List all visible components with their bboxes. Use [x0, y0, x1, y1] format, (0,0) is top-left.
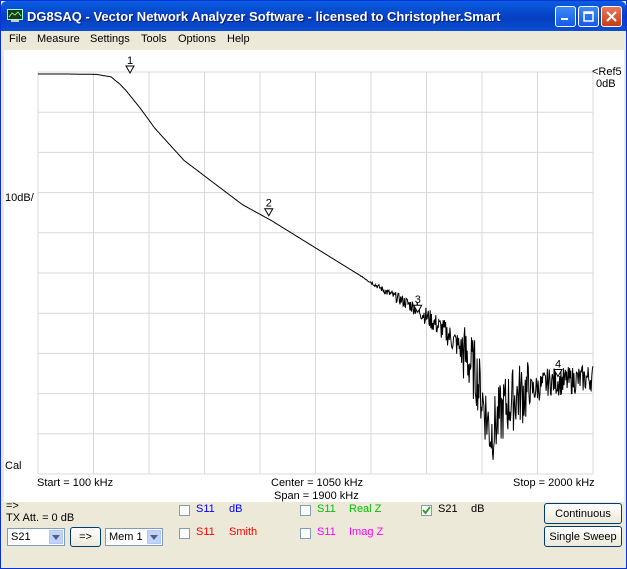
start-frequency: Start = 100 kHz: [37, 477, 114, 489]
s11-db-param: S11: [196, 503, 215, 515]
cal-label: Cal: [5, 460, 22, 472]
trace-select[interactable]: S21: [7, 528, 65, 546]
s11-realz-param: S11: [317, 503, 336, 515]
ref-label: <Ref5: [592, 66, 622, 78]
marker-label: 2: [266, 198, 272, 210]
s11-imagz-param: S11: [317, 526, 336, 538]
s11-db-checkbox[interactable]: [179, 505, 190, 516]
s11-smith-type: Smith: [229, 526, 258, 538]
minimize-button[interactable]: [555, 6, 576, 27]
span-frequency: Span = 1900 kHz: [274, 490, 359, 502]
window-title: DG8SAQ - Vector Network Analyzer Softwar…: [27, 9, 501, 24]
trace-s21: [38, 73, 594, 460]
tx-attenuation: TX Att. = 0 dB: [6, 512, 75, 524]
menu-options[interactable]: Options: [178, 33, 216, 45]
memory-select-value: Mem 1: [109, 531, 143, 543]
close-icon: [606, 11, 617, 22]
menu-tools[interactable]: Tools: [141, 33, 167, 45]
marker-triangle: [263, 208, 274, 217]
s21-db-type: dB: [471, 503, 485, 515]
marker-label: 3: [415, 294, 421, 306]
memory-select[interactable]: Mem 1: [105, 528, 163, 546]
minimize-icon: [561, 18, 568, 20]
s11-smith-checkbox[interactable]: [179, 528, 190, 539]
vna-app-icon: [7, 9, 23, 22]
menu-bar: File Measure Settings Tools Options Help: [1, 31, 626, 50]
title-bar[interactable]: DG8SAQ - Vector Network Analyzer Softwar…: [1, 1, 626, 31]
ref-value: 0dB: [596, 78, 616, 90]
marker-triangle: [553, 369, 563, 378]
marker-label: 4: [555, 359, 561, 371]
chevron-down-icon: [147, 530, 161, 544]
maximize-button[interactable]: [578, 6, 599, 27]
maximize-icon: [583, 11, 594, 22]
stop-frequency: Stop = 2000 kHz: [513, 477, 595, 489]
trace-select-value: S21: [11, 531, 31, 543]
single-sweep-button[interactable]: Single Sweep: [544, 526, 622, 547]
menu-measure[interactable]: Measure: [37, 33, 80, 45]
marker-triangle: [125, 65, 135, 75]
arrow-indicator: =>: [6, 500, 19, 512]
s11-db-type: dB: [229, 503, 243, 515]
scale-label: 10dB/: [5, 192, 34, 204]
marker-label: 1: [127, 55, 133, 67]
s11-realz-type: Real Z: [349, 503, 382, 515]
trace-chart: 1 2 3 4: [37, 55, 594, 475]
menu-file[interactable]: File: [9, 33, 27, 45]
chevron-down-icon: [49, 530, 63, 544]
marker-triangle: [412, 304, 423, 314]
s11-realz-checkbox[interactable]: [300, 505, 311, 516]
s11-imagz-checkbox[interactable]: [300, 528, 311, 539]
s11-smith-param: S11: [196, 526, 215, 538]
continuous-button[interactable]: Continuous: [544, 503, 622, 524]
center-frequency: Center = 1050 kHz: [271, 477, 364, 489]
s11-imagz-type: Imag Z: [349, 526, 384, 538]
plot-area[interactable]: 1 2 3 4 <Ref5 0dB 10dB/ Cal Start = 100 kHz…: [4, 50, 624, 502]
copy-to-memory-button[interactable]: =>: [70, 527, 101, 547]
checkmark-icon: [422, 506, 431, 515]
close-button[interactable]: [601, 6, 622, 27]
menu-help[interactable]: Help: [227, 33, 250, 45]
s21-db-checkbox[interactable]: [421, 505, 432, 516]
menu-settings[interactable]: Settings: [90, 33, 130, 45]
s21-db-param: S21: [438, 503, 458, 515]
